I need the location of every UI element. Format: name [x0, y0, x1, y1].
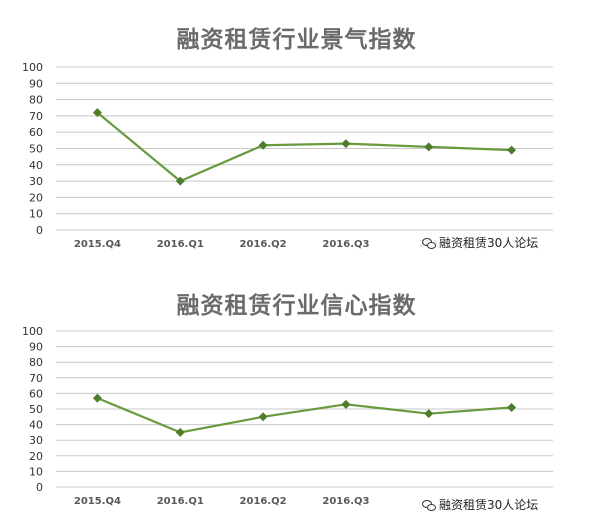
- y-tick-label: 30: [29, 175, 43, 188]
- data-point: [175, 427, 185, 437]
- x-tick-label: 2016.Q1: [157, 496, 204, 507]
- data-point: [341, 399, 351, 409]
- data-point: [258, 140, 268, 150]
- y-tick-label: 10: [29, 465, 43, 478]
- data-point: [507, 402, 517, 412]
- y-tick-label: 50: [29, 403, 43, 416]
- data-point: [507, 145, 517, 155]
- watermark: 融资租赁30人论坛: [419, 233, 542, 252]
- y-tick-label: 70: [29, 110, 43, 123]
- y-tick-label: 80: [29, 356, 43, 369]
- series-line: [96, 111, 512, 183]
- x-tick-label: 2016.Q2: [240, 239, 287, 250]
- y-tick-label: 0: [36, 224, 43, 237]
- line-chart-confidence: 0 10 20 30 40 50 60 70 80 90 100 2015.Q4 2016.Q1 2016…: [22, 325, 553, 507]
- series-line: [96, 397, 512, 434]
- chart-title: 融资租赁行业信心指数: [176, 293, 417, 319]
- data-point: [424, 142, 434, 152]
- y-tick-label: 80: [29, 94, 43, 107]
- data-point: [341, 139, 351, 149]
- watermark-text: 融资租赁30人论坛: [439, 236, 539, 250]
- chart-panel-confidence: 融资租赁行业信心指数 0 10 20 30 40 50 60 70 80 90 100 2015.Q4…: [0, 262, 593, 525]
- data-point: [175, 176, 185, 186]
- watermark: 融资租赁30人论坛: [419, 495, 542, 514]
- x-tick-label: 2016.Q1: [157, 239, 204, 250]
- chart-title: 融资租赁行业景气指数: [176, 27, 417, 53]
- y-tick-label: 0: [36, 481, 43, 494]
- x-tick-label: 2016.Q3: [322, 239, 369, 250]
- y-tick-label: 100: [22, 325, 43, 338]
- y-tick-label: 40: [29, 419, 43, 432]
- y-tick-label: 60: [29, 126, 43, 139]
- chart-panel-business-climate: 融资租赁行业景气指数 0 10 20 30 40 50 60 70 80 90 100 2015.Q4…: [0, 0, 593, 262]
- x-tick-label: 2015.Q4: [74, 239, 121, 250]
- x-tick-label: 2016.Q3: [322, 496, 369, 507]
- y-tick-label: 30: [29, 434, 43, 447]
- y-tick-label: 20: [29, 191, 43, 204]
- x-tick-label: 2016.Q2: [240, 496, 287, 507]
- line-chart-business-climate: 0 10 20 30 40 50 60 70 80 90 100 2015.Q4 2016.Q1 2016…: [22, 61, 553, 250]
- data-point: [258, 412, 268, 422]
- y-tick-label: 40: [29, 159, 43, 172]
- y-tick-label: 70: [29, 372, 43, 385]
- y-tick-label: 60: [29, 387, 43, 400]
- data-point: [424, 409, 434, 419]
- y-tick-label: 90: [29, 341, 43, 354]
- wechat-icon: [422, 237, 436, 249]
- data-point: [92, 393, 102, 403]
- data-point: [92, 108, 102, 118]
- y-tick-label: 50: [29, 143, 43, 156]
- y-tick-label: 20: [29, 450, 43, 463]
- watermark-text: 融资租赁30人论坛: [439, 498, 539, 512]
- y-tick-label: 100: [22, 61, 43, 74]
- x-tick-label: 2015.Q4: [74, 496, 121, 507]
- y-tick-label: 10: [29, 208, 43, 221]
- y-tick-label: 90: [29, 77, 43, 90]
- wechat-icon: [422, 499, 436, 511]
